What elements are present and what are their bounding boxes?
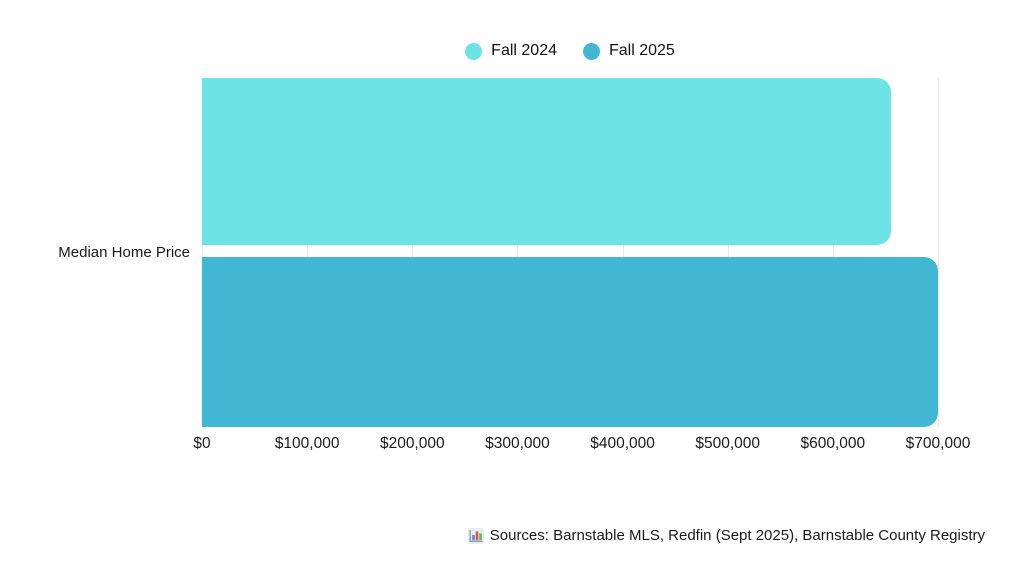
legend-item-fall-2025[interactable]: Fall 2025 <box>583 42 675 60</box>
x-tick-label: $700,000 <box>905 435 971 452</box>
x-tick-label: $200,000 <box>379 435 445 452</box>
gridline <box>622 78 624 427</box>
x-tick-label: $0 <box>193 435 211 452</box>
plot-area <box>202 78 939 427</box>
x-tick-label: $600,000 <box>800 435 866 452</box>
legend-label-fall-2024: Fall 2024 <box>491 42 557 59</box>
gridline <box>202 78 203 427</box>
x-axis-ticks: $0 $100,000 $200,000 $300,000 $400,000 $500,0… <box>193 435 970 455</box>
sources-footer: Sources: Barnstable MLS, Redfin (Sept 20… <box>467 527 985 544</box>
legend-swatch-fall-2024-icon <box>465 42 483 60</box>
gridline <box>412 78 414 427</box>
gridline <box>832 78 834 427</box>
bar-fall-2024 <box>202 78 891 245</box>
bar-chart-emoji-icon <box>467 527 484 544</box>
bar-fall-2025 <box>202 257 938 427</box>
category-label-median-home-price: Median Home Price <box>58 244 190 261</box>
x-tick-label: $100,000 <box>274 435 340 452</box>
legend-swatch-fall-2025-icon <box>583 42 600 60</box>
x-tick-label: $500,000 <box>695 435 761 452</box>
gridline <box>938 78 939 427</box>
gridline <box>517 78 519 427</box>
sources-text: Sources: Barnstable MLS, Redfin (Sept 20… <box>489 527 985 544</box>
legend-item-fall-2024[interactable]: Fall 2024 <box>465 42 557 60</box>
gridline <box>307 78 309 427</box>
legend: Fall 2024 Fall 2025 <box>202 40 938 62</box>
gridline <box>727 78 729 427</box>
x-tick-label: $400,000 <box>590 435 655 452</box>
legend-label-fall-2025: Fall 2025 <box>609 42 675 59</box>
x-tick-label: $300,000 <box>485 435 550 452</box>
